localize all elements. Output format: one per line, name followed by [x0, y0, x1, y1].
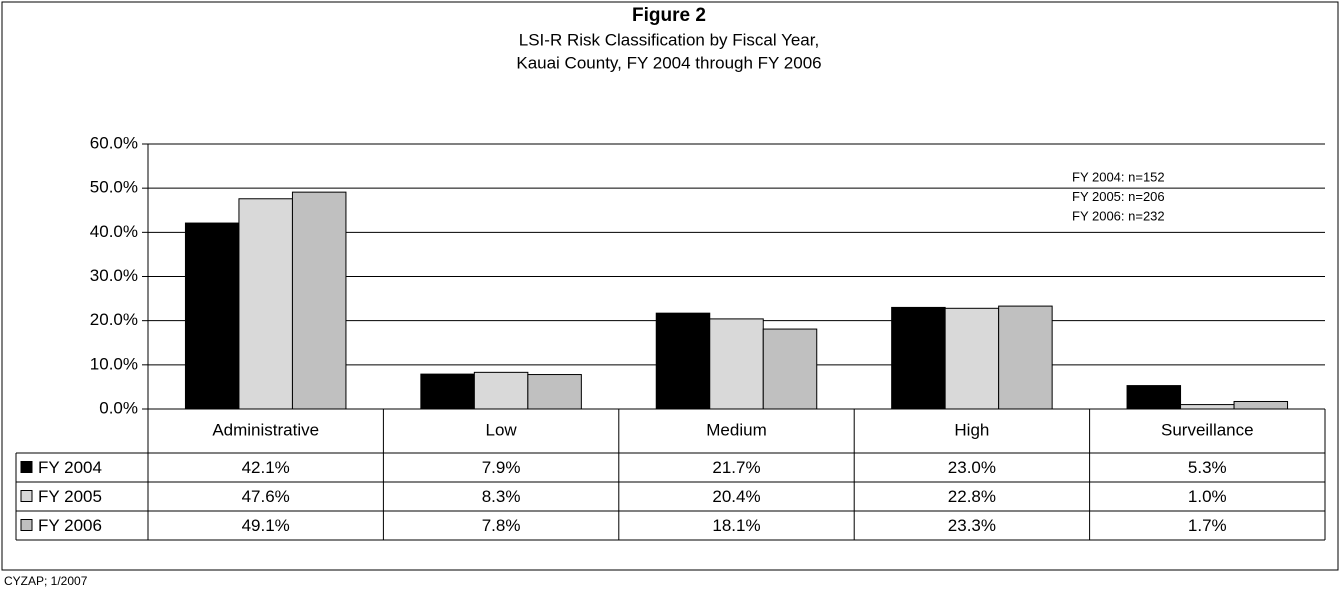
bar	[238, 198, 293, 410]
table-cell: 18.1%	[712, 516, 760, 535]
footer: CYZAP; 1/2007	[4, 574, 88, 588]
annotation: FY 2006: n=232	[1072, 208, 1165, 223]
y-tick-label: 10.0%	[90, 354, 138, 373]
bar	[527, 374, 582, 410]
legend-label: FY 2004	[38, 458, 102, 477]
table-cell: 47.6%	[242, 487, 290, 506]
table-cell: 23.3%	[948, 516, 996, 535]
table-cell: 7.9%	[482, 458, 521, 477]
x-tick-label: Surveillance	[1161, 420, 1254, 439]
y-tick-label: 50.0%	[90, 178, 138, 197]
bar	[1126, 385, 1182, 410]
chart-title: Figure 2	[632, 5, 706, 26]
bar	[1180, 404, 1235, 410]
table-cell: 1.0%	[1188, 487, 1227, 506]
legend-label: FY 2005	[38, 487, 102, 506]
legend-swatch	[20, 490, 33, 502]
bar	[473, 371, 529, 410]
y-tick-label: 60.0%	[90, 133, 138, 152]
chart-subtitle: Kauai County, FY 2004 through FY 2006	[516, 53, 821, 72]
legend-label: FY 2006	[38, 516, 102, 535]
y-tick-label: 0.0%	[99, 398, 138, 417]
legend-swatch	[20, 461, 33, 473]
annotation: FY 2005: n=206	[1072, 189, 1165, 204]
x-tick-label: Administrative	[212, 420, 319, 439]
table-cell: 20.4%	[712, 487, 760, 506]
table-cell: 8.3%	[482, 487, 521, 506]
bar	[891, 306, 946, 410]
x-tick-label: Low	[486, 420, 518, 439]
table-cell: 5.3%	[1188, 458, 1227, 477]
annotation: FY 2004: n=152	[1072, 169, 1165, 184]
bar	[762, 328, 818, 410]
legend-swatch	[20, 519, 33, 531]
bar	[184, 222, 240, 410]
table-cell: 23.0%	[948, 458, 996, 477]
bar	[944, 307, 1000, 410]
table-cell: 21.7%	[712, 458, 760, 477]
x-tick-label: Medium	[706, 420, 766, 439]
bar	[709, 318, 764, 410]
x-tick-label: High	[954, 420, 989, 439]
y-tick-label: 20.0%	[90, 310, 138, 329]
chart-subtitle: LSI-R Risk Classification by Fiscal Year…	[519, 30, 819, 49]
bar	[420, 373, 475, 410]
bar	[998, 305, 1053, 410]
table-cell: 42.1%	[242, 458, 290, 477]
y-tick-label: 40.0%	[90, 222, 138, 241]
table-cell: 49.1%	[242, 516, 290, 535]
bar	[291, 191, 347, 410]
table-cell: 22.8%	[948, 487, 996, 506]
table-cell: 7.8%	[482, 516, 521, 535]
bar	[1233, 400, 1289, 410]
bar	[655, 312, 711, 410]
table-cell: 1.7%	[1188, 516, 1227, 535]
y-tick-label: 30.0%	[90, 266, 138, 285]
